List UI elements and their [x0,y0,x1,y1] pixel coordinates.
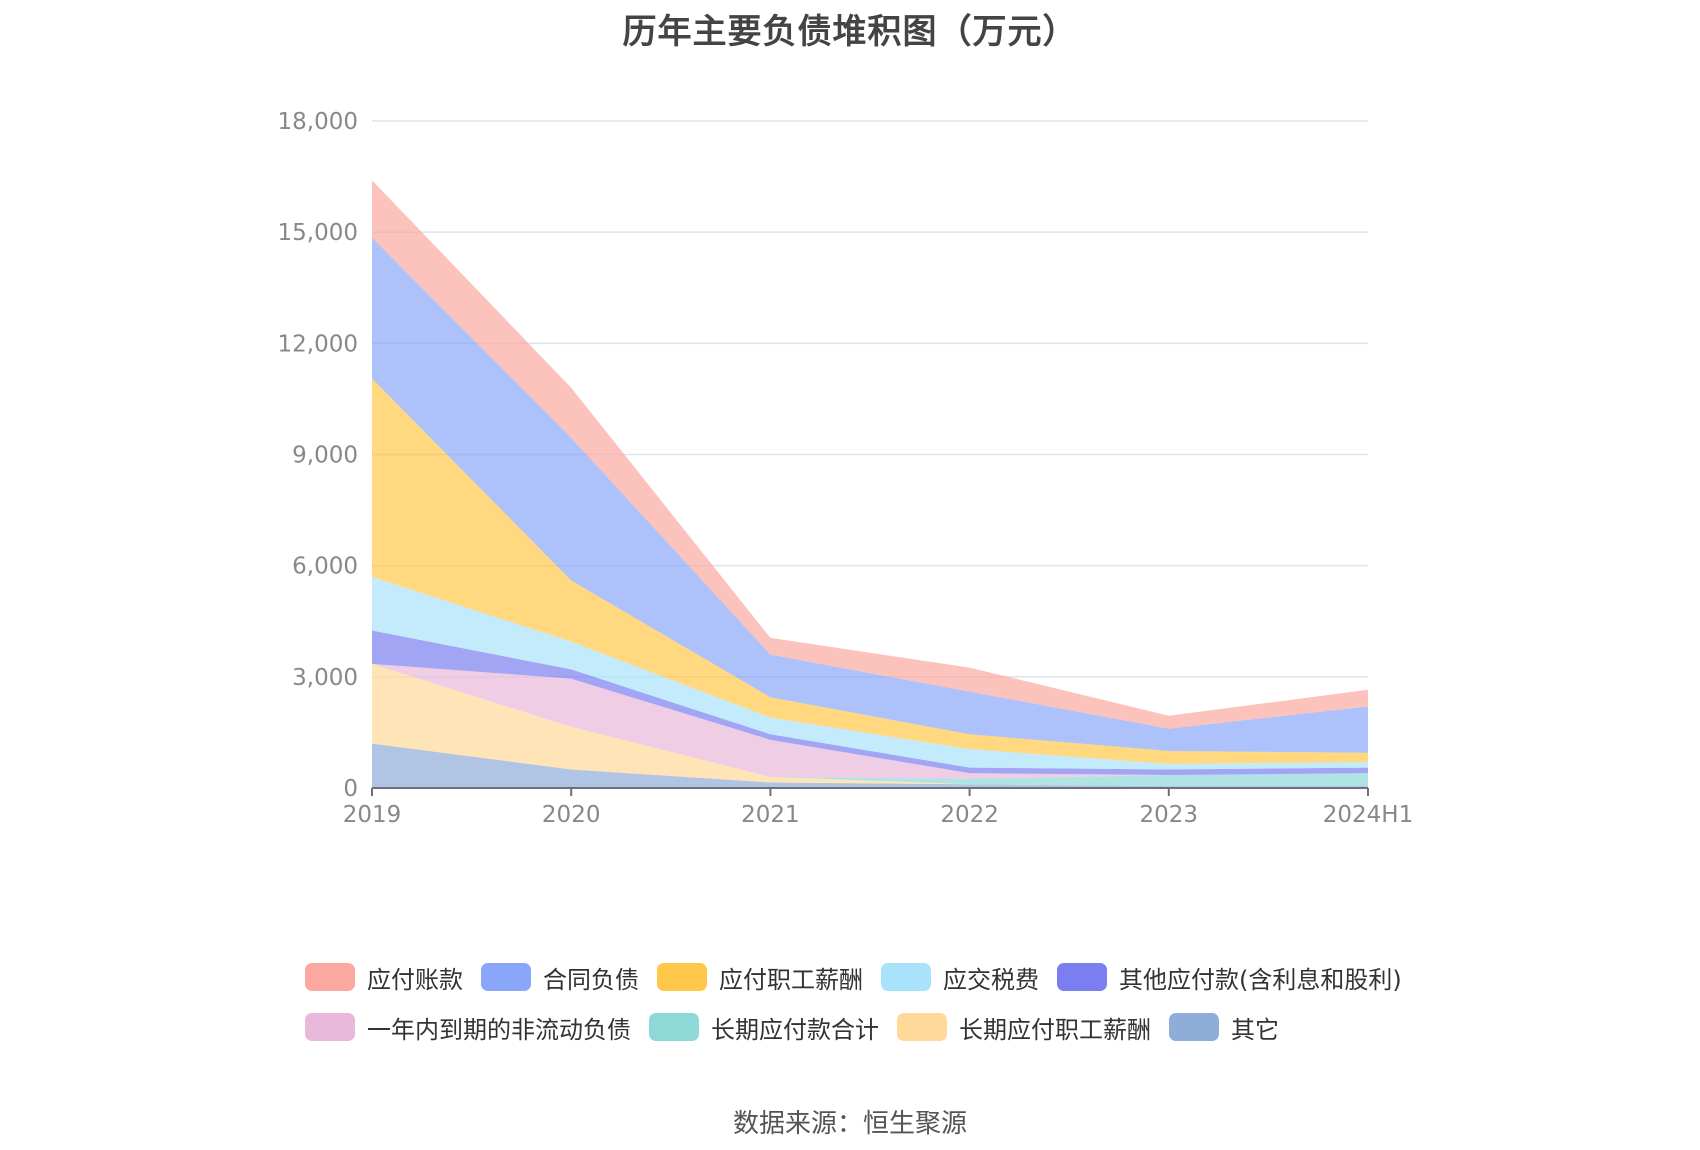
legend-swatch [305,963,355,991]
y-tick-label: 6,000 [292,554,358,580]
y-tick-label: 15,000 [278,220,358,246]
x-tick-label: 2023 [1140,802,1199,828]
legend-label: 应付账款 [367,965,463,994]
legend-item[interactable]: 应交税费 [881,960,1039,995]
area-长期应付职工薪酬 [372,663,1368,787]
legend-swatch [481,963,531,991]
area-一年内到期的非流动负债 [372,663,1368,779]
legend-item[interactable]: 长期应付款合计 [649,1010,879,1045]
legend-item[interactable]: 合同负债 [481,960,639,995]
legend: 应付账款 合同负债 应付职工薪酬 应交税费 其他应付款(含利息和股利) 一年内到期的非流动… [305,952,1455,1052]
y-tick-label: 3,000 [292,665,358,691]
legend-label: 长期应付职工薪酬 [959,1015,1151,1044]
legend-item[interactable]: 其它 [1169,1010,1279,1045]
legend-swatch [897,1013,947,1041]
legend-label: 其它 [1231,1015,1279,1044]
legend-label: 应交税费 [943,965,1039,994]
legend-swatch [1057,963,1107,991]
y-tick-label: 9,000 [292,443,358,469]
chart-title: 历年主要负债堆积图（万元） [622,12,1078,52]
data-source: 数据来源：恒生聚源 [732,1109,967,1139]
area-series [372,180,1368,788]
x-tick-label: 2022 [940,802,999,828]
legend-swatch [1169,1013,1219,1041]
y-tick-label: 0 [343,776,358,802]
legend-item[interactable]: 应付账款 [305,960,463,995]
legend-row: 一年内到期的非流动负债 长期应付款合计 长期应付职工薪酬 其它 [305,1002,1455,1052]
legend-label: 一年内到期的非流动负债 [367,1015,631,1044]
x-tick-label: 2021 [741,802,800,828]
area-其它 [372,743,1368,788]
legend-swatch [881,963,931,991]
x-tick-label: 2020 [542,802,601,828]
legend-item[interactable]: 长期应付职工薪酬 [897,1010,1151,1045]
legend-item[interactable]: 其他应付款(含利息和股利) [1057,960,1402,995]
legend-swatch [305,1013,355,1041]
x-tick-label: 2019 [343,802,402,828]
y-tick-label: 18,000 [278,109,358,135]
x-axis-ticks: 2019 2020 2021 2022 2023 2024H1 [343,802,1414,828]
legend-label: 合同负债 [543,965,639,994]
legend-label: 长期应付款合计 [711,1015,879,1044]
legend-item[interactable]: 应付职工薪酬 [657,960,863,995]
legend-item[interactable]: 一年内到期的非流动负债 [305,1010,631,1045]
legend-label: 应付职工薪酬 [719,965,863,994]
legend-swatch [657,963,707,991]
y-tick-label: 12,000 [278,331,358,357]
legend-label: 其他应付款(含利息和股利) [1119,965,1402,994]
area-合同负债 [372,237,1368,753]
axes [371,787,1369,796]
legend-swatch [649,1013,699,1041]
legend-row: 应付账款 合同负债 应付职工薪酬 应交税费 其他应付款(含利息和股利) [305,952,1455,1002]
x-tick-label: 2024H1 [1323,802,1413,828]
y-axis-ticks: 0 3,000 6,000 9,000 12,000 15,000 18,000 [278,109,358,802]
